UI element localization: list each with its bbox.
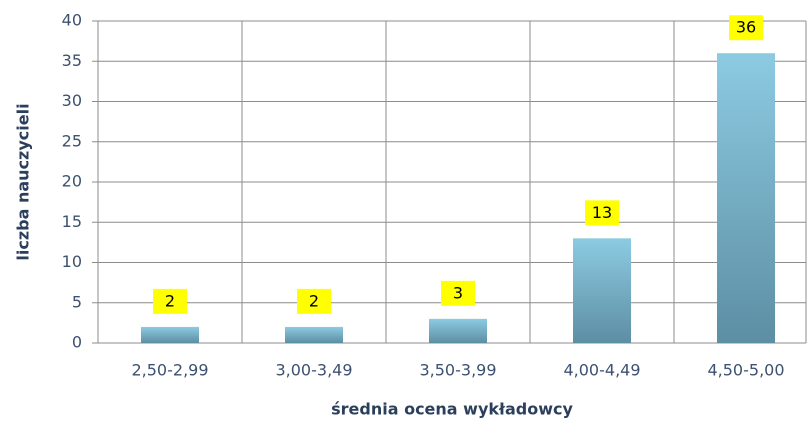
y-tick-label: 0 [72,333,82,352]
x-tick-label: 4,50-5,00 [707,361,784,380]
data-label-bg [729,15,763,41]
data-label-bg [297,288,331,314]
data-label-bg [441,280,475,306]
data-label-bg [585,200,619,226]
y-tick-label: 25 [62,131,82,150]
bar [717,53,775,343]
data-label: 2 [165,291,175,310]
x-tick-label: 3,50-3,99 [419,361,496,380]
y-axis-title: liczba nauczycieli [14,103,33,260]
data-label: 13 [592,203,612,222]
x-tick-label: 4,00-4,49 [563,361,640,380]
bar [285,326,343,343]
x-tick-label: 3,00-3,49 [275,361,352,380]
y-tick-label: 15 [62,212,82,231]
y-tick-label: 40 [62,11,82,30]
bar [429,318,487,343]
data-label-bg [153,288,187,314]
y-tick-label: 5 [72,292,82,311]
y-tick-label: 30 [62,91,82,110]
data-label: 3 [453,283,463,302]
y-tick-label: 35 [62,51,82,70]
bar [141,326,199,343]
bar [573,238,631,343]
x-tick-label: 2,50-2,99 [131,361,208,380]
y-tick-label: 20 [62,172,82,191]
y-tick-label: 10 [62,252,82,271]
data-label: 36 [736,18,756,37]
data-label: 2 [309,291,319,310]
x-axis-title: średnia ocena wykładowcy [331,400,573,419]
